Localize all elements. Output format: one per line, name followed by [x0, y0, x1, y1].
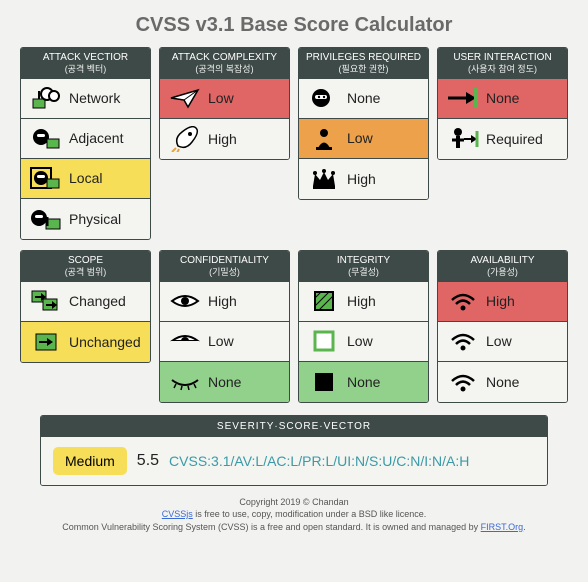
option-label: High: [347, 293, 376, 309]
metric-group: ATTACK VECTIOR(공격 벡터) Network Adjacent Loca…: [20, 47, 151, 240]
metric-option[interactable]: None: [160, 362, 289, 402]
group-header: AVAILABILITY(가용성): [438, 251, 567, 282]
metric-group: USER INTERACTION(사용자 참여 정도) None Required: [437, 47, 568, 160]
option-label: Physical: [69, 211, 121, 227]
cvssjs-link[interactable]: CVSSjs: [162, 509, 193, 519]
option-label: Low: [347, 333, 373, 349]
metric-option[interactable]: Low: [438, 322, 567, 362]
metric-group: AVAILABILITY(가용성) High Low None: [437, 250, 568, 403]
ninja-icon: [307, 85, 341, 111]
metric-option[interactable]: High: [160, 119, 289, 159]
metric-group: ATTACK COMPLEXITY(공격의 복잡성) Low High: [159, 47, 290, 160]
option-label: Low: [208, 90, 234, 106]
result-header: SEVERITY·SCORE·VECTOR: [41, 416, 547, 437]
option-label: None: [486, 374, 519, 390]
copyright: Copyright 2019 © Chandan: [0, 496, 588, 509]
page-title: CVSS v3.1 Base Score Calculator: [0, 0, 588, 47]
option-label: Unchanged: [69, 334, 141, 350]
option-label: None: [347, 374, 380, 390]
metric-option[interactable]: Physical: [21, 199, 150, 239]
option-label: Network: [69, 90, 120, 106]
option-label: None: [347, 90, 380, 106]
group-header: ATTACK COMPLEXITY(공격의 복잡성): [160, 48, 289, 79]
metric-option[interactable]: High: [438, 282, 567, 322]
adjacent-icon: [29, 125, 63, 151]
metric-group: SCOPE(공격 범위) Changed Unchanged: [20, 250, 151, 363]
option-label: High: [208, 293, 237, 309]
vector-string: CVSS:3.1/AV:L/AC:L/PR:L/UI:N/S:U/C:N/I:N…: [169, 453, 469, 469]
group-header: SCOPE(공격 범위): [21, 251, 150, 282]
wifi-icon: [446, 328, 480, 354]
group-header: CONFIDENTIALITY(기밀성): [160, 251, 289, 282]
group-header: PRIVILEGES REQUIRED(필요한 권한): [299, 48, 428, 79]
eye-open-icon: [168, 288, 202, 314]
score-value: 5.5: [137, 452, 159, 470]
option-label: High: [347, 171, 376, 187]
option-label: None: [208, 374, 241, 390]
unchanged-icon: [29, 329, 63, 355]
metric-group: CONFIDENTIALITY(기밀성) High Low None: [159, 250, 290, 403]
metric-option[interactable]: Low: [160, 79, 289, 119]
metric-option[interactable]: High: [160, 282, 289, 322]
severity-badge: Medium: [53, 447, 127, 475]
firstorg-link[interactable]: FIRST.Org: [481, 522, 524, 532]
metric-option[interactable]: Low: [160, 322, 289, 362]
metric-option[interactable]: Network: [21, 79, 150, 119]
option-label: Required: [486, 131, 543, 147]
changed-icon: [29, 288, 63, 314]
metric-option[interactable]: Low: [299, 119, 428, 159]
metric-option[interactable]: None: [438, 362, 567, 402]
sq-hatch-icon: [307, 288, 341, 314]
metric-group: INTEGRITY(무결성) High Low None: [298, 250, 429, 403]
group-header: INTEGRITY(무결성): [299, 251, 428, 282]
option-label: High: [486, 293, 515, 309]
sq-open-icon: [307, 328, 341, 354]
metric-group: PRIVILEGES REQUIRED(필요한 권한) None Low High: [298, 47, 429, 200]
metric-option[interactable]: None: [299, 362, 428, 402]
footer: Copyright 2019 © Chandan CVSSjs is free …: [0, 496, 588, 534]
result-box: SEVERITY·SCORE·VECTOR Medium 5.5 CVSS:3.…: [40, 415, 548, 486]
arrow-none-icon: [446, 85, 480, 111]
local-icon: [29, 165, 63, 191]
physical-icon: [29, 206, 63, 232]
option-label: Changed: [69, 293, 126, 309]
option-label: Local: [69, 170, 102, 186]
eye-closed-icon: [168, 369, 202, 395]
option-label: Adjacent: [69, 130, 123, 146]
metric-option[interactable]: Required: [438, 119, 567, 159]
metric-option[interactable]: Local: [21, 159, 150, 199]
group-header: ATTACK VECTIOR(공격 벡터): [21, 48, 150, 79]
pawn-icon: [307, 125, 341, 151]
group-header: USER INTERACTION(사용자 참여 정도): [438, 48, 567, 79]
metric-option[interactable]: Low: [299, 322, 428, 362]
option-label: Low: [208, 333, 234, 349]
metric-option[interactable]: High: [299, 282, 428, 322]
wifi-icon: [446, 369, 480, 395]
option-label: High: [208, 131, 237, 147]
metric-option[interactable]: Adjacent: [21, 119, 150, 159]
network-icon: [29, 85, 63, 111]
footer-text: is free to use, copy, modification under…: [193, 509, 426, 519]
person-req-icon: [446, 126, 480, 152]
option-label: Low: [347, 130, 373, 146]
sq-solid-icon: [307, 369, 341, 395]
wifi-icon: [446, 288, 480, 314]
footer-text: Common Vulnerability Scoring System (CVS…: [62, 522, 480, 532]
metric-option[interactable]: High: [299, 159, 428, 199]
crown-icon: [307, 166, 341, 192]
rocket-icon: [168, 126, 202, 152]
metric-option[interactable]: Changed: [21, 282, 150, 322]
metric-option[interactable]: Unchanged: [21, 322, 150, 362]
metric-option[interactable]: None: [299, 79, 428, 119]
plane-icon: [168, 85, 202, 111]
option-label: Low: [486, 333, 512, 349]
footer-text: .: [523, 522, 526, 532]
eye-half-icon: [168, 328, 202, 354]
option-label: None: [486, 90, 519, 106]
metric-option[interactable]: None: [438, 79, 567, 119]
